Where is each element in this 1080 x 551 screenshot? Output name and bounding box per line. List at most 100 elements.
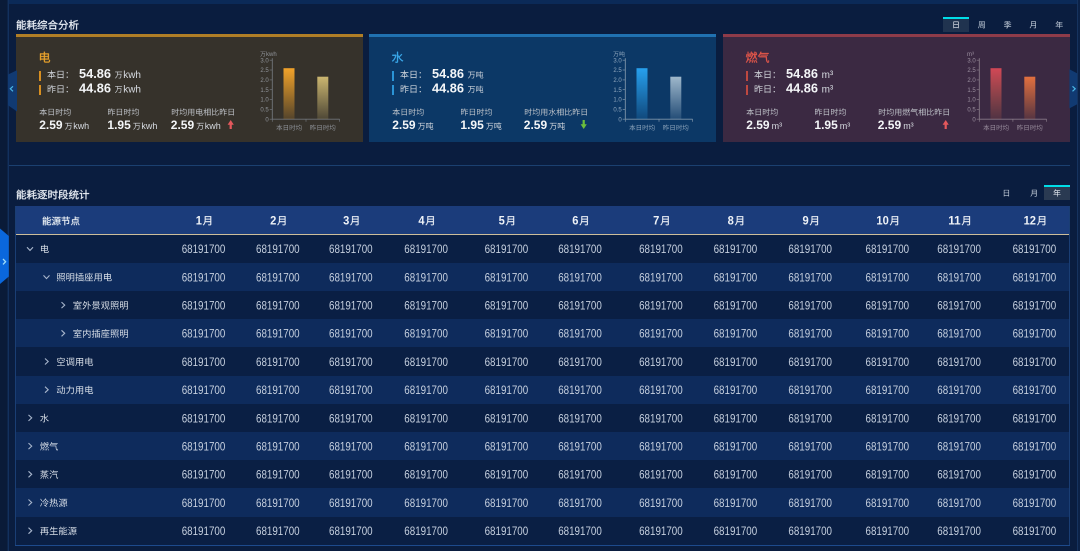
svg-text:m³: m³ xyxy=(903,121,914,131)
svg-text:m³: m³ xyxy=(840,121,851,131)
svg-text:68191700: 68191700 xyxy=(404,299,448,313)
svg-text:68191700: 68191700 xyxy=(485,299,529,313)
svg-text:12: 12 xyxy=(1024,214,1037,228)
svg-text:0.5: 0.5 xyxy=(613,108,622,114)
svg-text:68191700: 68191700 xyxy=(937,468,981,482)
svg-text:68191700: 68191700 xyxy=(937,242,981,256)
svg-text:2.5: 2.5 xyxy=(260,68,269,74)
svg-text:68191700: 68191700 xyxy=(256,355,300,369)
svg-text:68191700: 68191700 xyxy=(256,299,300,313)
svg-text:2.59: 2.59 xyxy=(39,118,63,132)
svg-text:m³: m³ xyxy=(772,121,783,131)
svg-text:68191700: 68191700 xyxy=(256,468,300,482)
svg-text:0.5: 0.5 xyxy=(967,108,976,114)
svg-text:68191700: 68191700 xyxy=(639,411,683,425)
svg-text:68191700: 68191700 xyxy=(329,524,373,538)
svg-text:68191700: 68191700 xyxy=(329,468,373,482)
svg-text:68191700: 68191700 xyxy=(937,299,981,313)
svg-text:1.95: 1.95 xyxy=(814,118,838,132)
svg-text:68191700: 68191700 xyxy=(714,468,758,482)
svg-text:68191700: 68191700 xyxy=(256,440,300,454)
svg-text:68191700: 68191700 xyxy=(937,327,981,341)
svg-text:68191700: 68191700 xyxy=(639,355,683,369)
svg-text:0: 0 xyxy=(265,117,269,123)
svg-text:68191700: 68191700 xyxy=(329,299,373,313)
svg-text:68191700: 68191700 xyxy=(182,383,226,397)
svg-text:2.59: 2.59 xyxy=(746,118,770,132)
svg-text:68191700: 68191700 xyxy=(182,468,226,482)
svg-text:68191700: 68191700 xyxy=(558,440,602,454)
svg-text:68191700: 68191700 xyxy=(404,242,448,256)
svg-text:1.0: 1.0 xyxy=(967,98,976,104)
svg-text:68191700: 68191700 xyxy=(937,355,981,369)
svg-text:1.5: 1.5 xyxy=(967,88,976,94)
svg-text:68191700: 68191700 xyxy=(182,496,226,510)
svg-text:68191700: 68191700 xyxy=(558,270,602,284)
svg-text:68191700: 68191700 xyxy=(639,299,683,313)
svg-text:68191700: 68191700 xyxy=(1013,242,1057,256)
svg-text:68191700: 68191700 xyxy=(937,524,981,538)
svg-text:2.59: 2.59 xyxy=(171,118,195,132)
svg-text:68191700: 68191700 xyxy=(639,524,683,538)
svg-text:3.0: 3.0 xyxy=(613,58,622,64)
svg-text:2: 2 xyxy=(270,214,276,228)
svg-text:68191700: 68191700 xyxy=(937,270,981,284)
svg-text:10: 10 xyxy=(876,214,889,228)
svg-text:0: 0 xyxy=(618,117,622,123)
svg-text:0.5: 0.5 xyxy=(260,108,269,114)
svg-text:68191700: 68191700 xyxy=(558,524,602,538)
svg-text:68191700: 68191700 xyxy=(639,496,683,510)
svg-text:68191700: 68191700 xyxy=(256,327,300,341)
svg-text:68191700: 68191700 xyxy=(485,242,529,256)
svg-text:68191700: 68191700 xyxy=(1013,468,1057,482)
svg-text:68191700: 68191700 xyxy=(639,270,683,284)
svg-text:1.95: 1.95 xyxy=(107,118,131,132)
svg-text:68191700: 68191700 xyxy=(558,299,602,313)
svg-text:11: 11 xyxy=(948,214,961,228)
svg-text:68191700: 68191700 xyxy=(788,496,832,510)
svg-text:68191700: 68191700 xyxy=(788,411,832,425)
svg-text:68191700: 68191700 xyxy=(866,327,910,341)
svg-text:5: 5 xyxy=(499,214,505,228)
svg-text:68191700: 68191700 xyxy=(182,299,226,313)
svg-text:68191700: 68191700 xyxy=(1013,383,1057,397)
svg-text:68191700: 68191700 xyxy=(714,496,758,510)
svg-text:68191700: 68191700 xyxy=(866,411,910,425)
svg-text:68191700: 68191700 xyxy=(714,524,758,538)
svg-text:m³: m³ xyxy=(967,52,974,58)
svg-text:68191700: 68191700 xyxy=(714,327,758,341)
svg-text:68191700: 68191700 xyxy=(404,355,448,369)
svg-text:2.59: 2.59 xyxy=(524,118,548,132)
svg-text:68191700: 68191700 xyxy=(182,411,226,425)
svg-text:1: 1 xyxy=(196,214,202,228)
svg-text:kwh: kwh xyxy=(73,121,89,131)
svg-text:kwh: kwh xyxy=(266,52,277,58)
svg-text:68191700: 68191700 xyxy=(485,383,529,397)
svg-text:68191700: 68191700 xyxy=(256,411,300,425)
svg-text:68191700: 68191700 xyxy=(404,496,448,510)
svg-text:68191700: 68191700 xyxy=(937,383,981,397)
svg-text:68191700: 68191700 xyxy=(714,440,758,454)
svg-text:68191700: 68191700 xyxy=(639,242,683,256)
svg-text:68191700: 68191700 xyxy=(866,270,910,284)
svg-text:68191700: 68191700 xyxy=(256,242,300,256)
svg-text:2.59: 2.59 xyxy=(878,118,902,132)
svg-text:68191700: 68191700 xyxy=(558,496,602,510)
svg-text:68191700: 68191700 xyxy=(866,496,910,510)
svg-text:68191700: 68191700 xyxy=(866,468,910,482)
svg-text:68191700: 68191700 xyxy=(1013,524,1057,538)
svg-text:68191700: 68191700 xyxy=(1013,299,1057,313)
svg-text:68191700: 68191700 xyxy=(404,468,448,482)
svg-text:kwh: kwh xyxy=(123,70,141,81)
svg-text:3: 3 xyxy=(343,214,349,228)
svg-text:kwh: kwh xyxy=(205,121,221,131)
svg-text:68191700: 68191700 xyxy=(788,299,832,313)
svg-text:68191700: 68191700 xyxy=(788,327,832,341)
svg-text:68191700: 68191700 xyxy=(788,270,832,284)
svg-text:1.0: 1.0 xyxy=(260,98,269,104)
svg-text:68191700: 68191700 xyxy=(558,355,602,369)
svg-text:68191700: 68191700 xyxy=(788,440,832,454)
svg-text:68191700: 68191700 xyxy=(937,440,981,454)
svg-text:68191700: 68191700 xyxy=(937,496,981,510)
svg-text:68191700: 68191700 xyxy=(329,383,373,397)
